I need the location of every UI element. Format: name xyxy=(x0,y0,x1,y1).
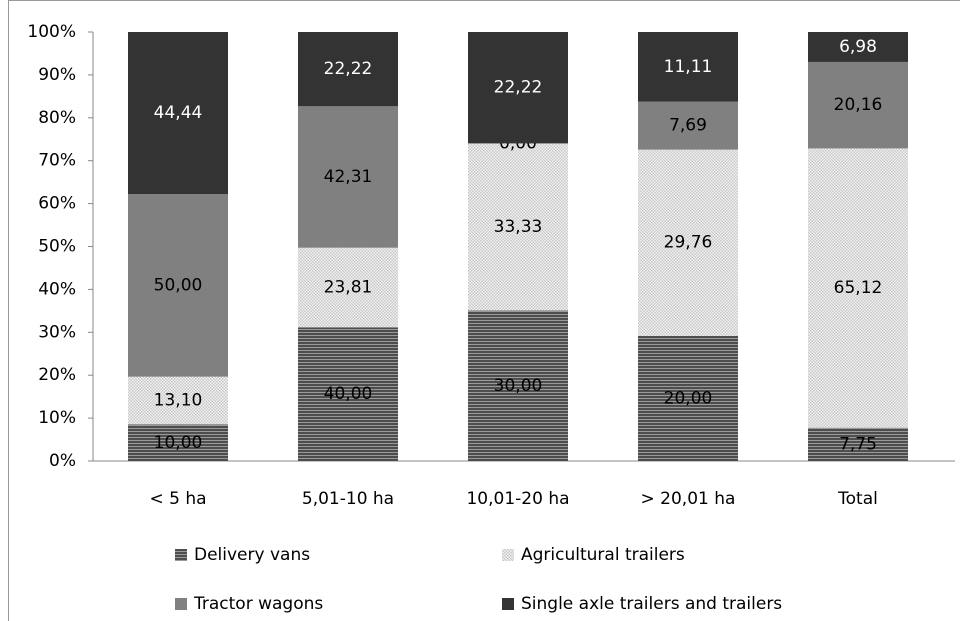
data-label: 10,00 xyxy=(154,433,203,453)
chart-border xyxy=(8,0,960,621)
bar-segment xyxy=(298,106,398,248)
bar-segment xyxy=(128,194,228,377)
bar-segment xyxy=(298,32,398,107)
data-label: 7,75 xyxy=(839,434,877,454)
y-tick-label: 70% xyxy=(38,151,76,171)
y-tick-label: 80% xyxy=(38,108,76,128)
bar-segment xyxy=(808,32,908,62)
data-label: 13,10 xyxy=(154,391,203,411)
bar-segment xyxy=(638,101,738,150)
y-tick-label: 10% xyxy=(38,408,76,428)
bar-segment xyxy=(298,247,398,328)
legend-swatch xyxy=(502,598,514,610)
legend-label: Agricultural trailers xyxy=(521,545,685,565)
x-tick-label: > 20,01 ha xyxy=(641,489,736,509)
data-label: 50,00 xyxy=(154,275,203,295)
x-tick-label: < 5 ha xyxy=(149,489,206,509)
x-tick-label: Total xyxy=(837,489,878,509)
data-label: 7,69 xyxy=(669,116,707,136)
data-label: 20,16 xyxy=(834,95,883,115)
bar-segment xyxy=(808,61,908,149)
bar-segment xyxy=(808,427,908,461)
data-label: 20,00 xyxy=(664,388,713,408)
data-label: 65,12 xyxy=(834,278,883,298)
data-label: 42,31 xyxy=(324,167,373,187)
data-label: 22,22 xyxy=(494,78,543,98)
legend-label: Delivery vans xyxy=(194,545,310,565)
bar-segment xyxy=(468,143,568,311)
data-label: 22,22 xyxy=(324,59,373,79)
y-tick-label: 40% xyxy=(38,279,76,299)
bar-segment xyxy=(128,424,228,461)
data-label: 44,44 xyxy=(154,103,203,123)
legend-swatch xyxy=(502,549,514,561)
bar-segment xyxy=(128,376,228,425)
y-tick-label: 50% xyxy=(38,237,76,257)
data-label: 11,11 xyxy=(664,57,713,77)
y-tick-label: 0% xyxy=(49,451,76,471)
bar-segment xyxy=(128,32,228,195)
bar-segment xyxy=(298,327,398,461)
data-label: 6,98 xyxy=(839,37,877,57)
y-tick-label: 30% xyxy=(38,322,76,342)
data-label: 30,00 xyxy=(494,376,543,396)
y-tick-label: 20% xyxy=(38,365,76,385)
data-label: 29,76 xyxy=(664,233,713,253)
y-tick-label: 60% xyxy=(38,194,76,214)
bar-segment xyxy=(638,149,738,336)
x-tick-label: 10,01-20 ha xyxy=(466,489,569,509)
bar-segment xyxy=(638,335,738,461)
data-label: 40,00 xyxy=(324,384,373,404)
legend-label: Single axle trailers and trailers xyxy=(521,594,782,614)
bar-segment xyxy=(468,310,568,461)
bar-segment xyxy=(638,32,738,102)
legend-swatch xyxy=(175,549,187,561)
y-tick-label: 90% xyxy=(38,65,76,85)
data-label: 33,33 xyxy=(494,217,543,237)
bar-segment xyxy=(468,32,568,144)
legend-label: Tractor wagons xyxy=(193,594,323,614)
y-tick-label: 100% xyxy=(27,22,76,42)
data-label: 23,81 xyxy=(324,277,373,297)
bar-segment xyxy=(808,148,908,428)
x-tick-label: 5,01-10 ha xyxy=(302,489,394,509)
legend-swatch xyxy=(175,598,187,610)
